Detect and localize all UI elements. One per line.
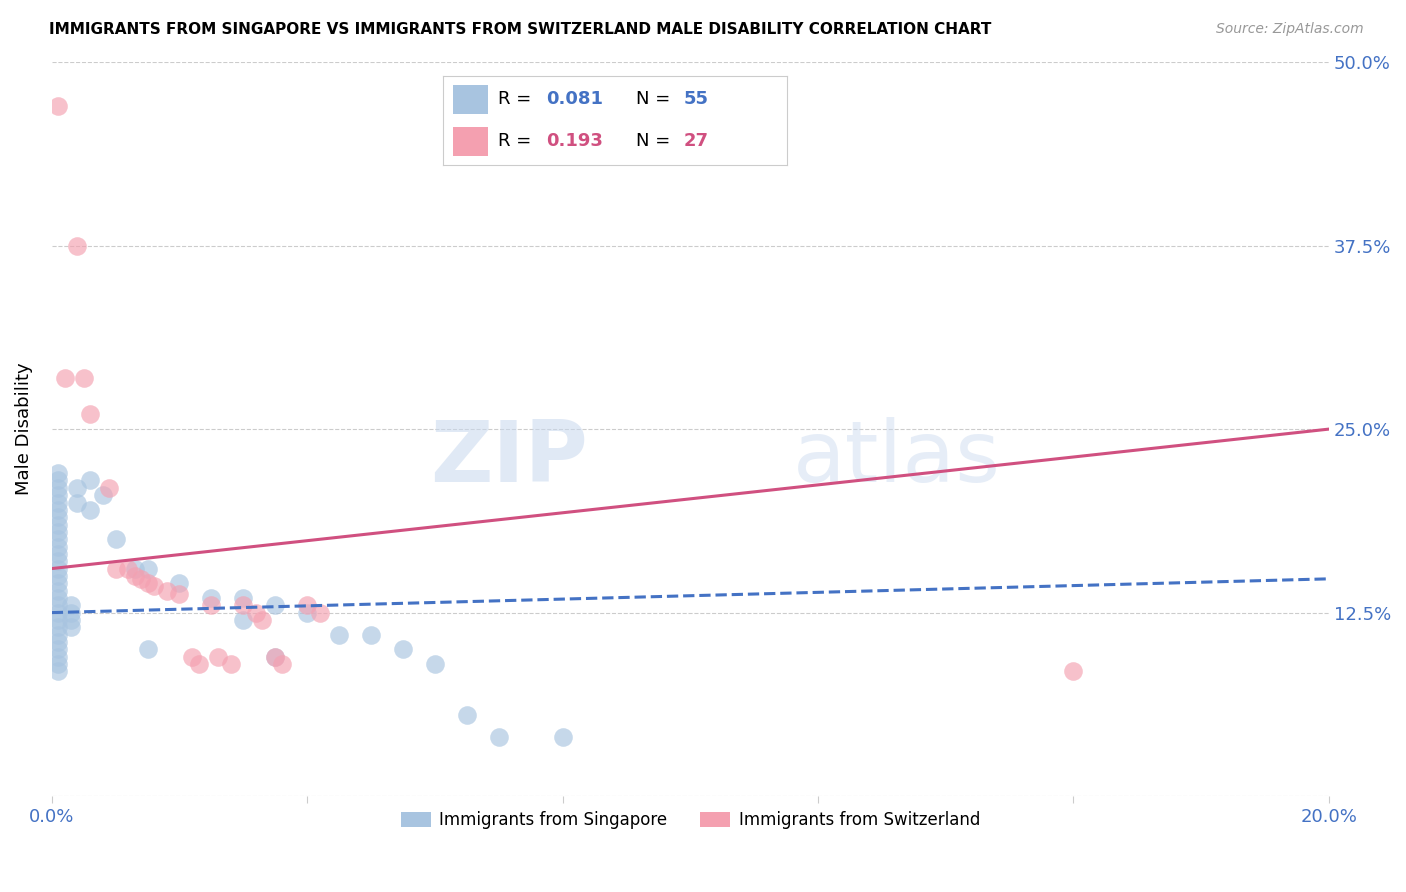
Point bbox=[91, 488, 114, 502]
Text: R =: R = bbox=[498, 90, 537, 109]
Point bbox=[104, 561, 127, 575]
Point bbox=[46, 613, 69, 627]
Point bbox=[66, 238, 89, 252]
Point bbox=[46, 591, 69, 605]
Point bbox=[1062, 665, 1084, 679]
Point bbox=[59, 599, 82, 613]
Point bbox=[73, 370, 96, 384]
Point bbox=[46, 606, 69, 620]
Text: 0.081: 0.081 bbox=[546, 90, 603, 109]
Point bbox=[46, 510, 69, 524]
Point bbox=[245, 606, 267, 620]
Point bbox=[46, 495, 69, 509]
Point bbox=[46, 540, 69, 554]
Point bbox=[66, 495, 89, 509]
Point bbox=[46, 561, 69, 575]
Point bbox=[46, 481, 69, 495]
FancyBboxPatch shape bbox=[453, 127, 488, 156]
Point bbox=[156, 583, 179, 598]
Point bbox=[79, 474, 101, 488]
Point bbox=[200, 599, 222, 613]
Point bbox=[79, 408, 101, 422]
Point bbox=[46, 524, 69, 539]
Point bbox=[46, 474, 69, 488]
Point bbox=[423, 657, 446, 671]
Point bbox=[142, 579, 165, 593]
Text: 0.193: 0.193 bbox=[546, 132, 603, 151]
Text: Source: ZipAtlas.com: Source: ZipAtlas.com bbox=[1216, 22, 1364, 37]
Point bbox=[53, 370, 76, 384]
Point bbox=[46, 642, 69, 657]
Point bbox=[59, 613, 82, 627]
Point bbox=[46, 554, 69, 568]
Point bbox=[46, 635, 69, 649]
Text: 55: 55 bbox=[685, 90, 709, 109]
Text: R =: R = bbox=[498, 132, 537, 151]
Point bbox=[98, 481, 121, 495]
Point bbox=[295, 599, 318, 613]
Point bbox=[46, 657, 69, 671]
Point bbox=[46, 627, 69, 641]
Point bbox=[392, 642, 415, 657]
Point bbox=[232, 599, 254, 613]
Point bbox=[169, 586, 191, 600]
Point bbox=[181, 649, 204, 664]
Point bbox=[117, 561, 139, 575]
Point bbox=[46, 488, 69, 502]
Point bbox=[46, 532, 69, 546]
Point bbox=[309, 606, 332, 620]
Point bbox=[46, 649, 69, 664]
Point bbox=[46, 547, 69, 561]
Point bbox=[232, 591, 254, 605]
Legend: Immigrants from Singapore, Immigrants from Switzerland: Immigrants from Singapore, Immigrants fr… bbox=[394, 804, 987, 836]
Point bbox=[328, 627, 350, 641]
Text: N =: N = bbox=[636, 90, 676, 109]
Point bbox=[488, 731, 510, 745]
Point bbox=[124, 561, 146, 575]
Y-axis label: Male Disability: Male Disability bbox=[15, 363, 32, 495]
Point bbox=[264, 649, 287, 664]
Point bbox=[551, 731, 574, 745]
Point bbox=[456, 708, 478, 723]
Point bbox=[136, 561, 159, 575]
Point bbox=[295, 606, 318, 620]
Point bbox=[207, 649, 229, 664]
Point bbox=[129, 572, 152, 586]
FancyBboxPatch shape bbox=[453, 85, 488, 114]
Point bbox=[46, 620, 69, 634]
Point bbox=[219, 657, 242, 671]
Point bbox=[136, 576, 159, 591]
Point bbox=[124, 569, 146, 583]
Text: 27: 27 bbox=[685, 132, 709, 151]
Text: ZIP: ZIP bbox=[430, 417, 588, 500]
Point bbox=[169, 576, 191, 591]
Point bbox=[270, 657, 292, 671]
Text: N =: N = bbox=[636, 132, 676, 151]
Point bbox=[264, 649, 287, 664]
Point bbox=[360, 627, 382, 641]
Point bbox=[79, 503, 101, 517]
Point bbox=[46, 576, 69, 591]
Point bbox=[104, 532, 127, 546]
Point bbox=[46, 517, 69, 532]
Text: IMMIGRANTS FROM SINGAPORE VS IMMIGRANTS FROM SWITZERLAND MALE DISABILITY CORRELA: IMMIGRANTS FROM SINGAPORE VS IMMIGRANTS … bbox=[49, 22, 991, 37]
Point bbox=[46, 569, 69, 583]
Point bbox=[46, 665, 69, 679]
Text: atlas: atlas bbox=[793, 417, 1001, 500]
Point bbox=[46, 599, 69, 613]
Point bbox=[187, 657, 209, 671]
Point bbox=[46, 466, 69, 480]
Point bbox=[66, 481, 89, 495]
Point bbox=[264, 599, 287, 613]
Point bbox=[136, 642, 159, 657]
Point bbox=[200, 591, 222, 605]
Point bbox=[46, 583, 69, 598]
Point bbox=[252, 613, 274, 627]
Point bbox=[232, 613, 254, 627]
Point bbox=[59, 606, 82, 620]
Point bbox=[59, 620, 82, 634]
Point bbox=[46, 99, 69, 113]
Point bbox=[46, 503, 69, 517]
